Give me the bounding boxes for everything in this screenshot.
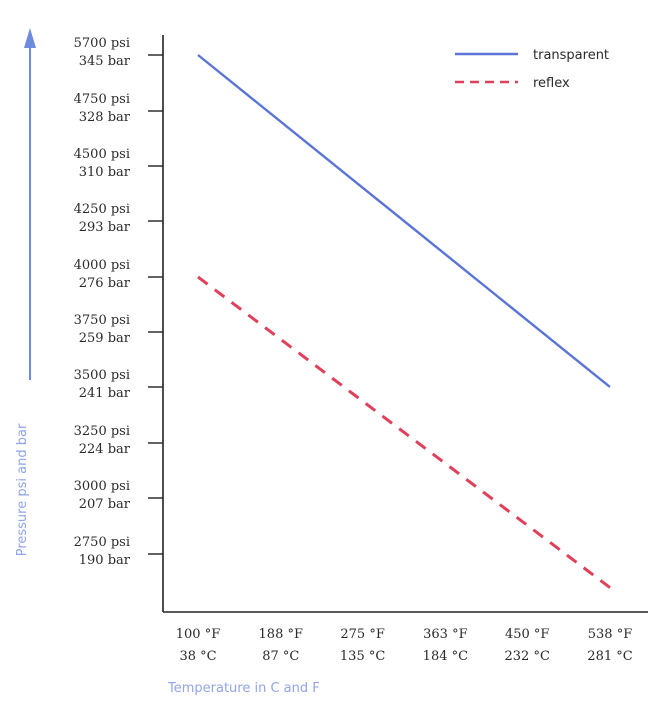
y-tick: 5700 psi 345 bar — [74, 36, 163, 69]
legend-item: reflex — [455, 76, 570, 91]
x-tick-label-f: 363 °F — [423, 627, 467, 642]
x-tick: 188 °F 87 °C — [259, 627, 303, 664]
y-tick-label-bar: 293 bar — [79, 220, 131, 235]
x-ticks: 100 °F 38 °C 188 °F 87 °C 275 °F 135 °C 363 °F… — [176, 627, 633, 664]
y-tick-label-psi: 3000 psi — [74, 479, 130, 494]
y-tick: 4500 psi 310 bar — [74, 147, 163, 180]
x-tick-label-f: 450 °F — [505, 627, 549, 642]
y-tick: 3500 psi 241 bar — [74, 368, 163, 401]
legend: transparent reflex — [455, 48, 609, 91]
y-tick: 4250 psi 293 bar — [74, 202, 163, 235]
x-tick-label-c: 232 °C — [505, 649, 550, 664]
x-tick: 100 °F 38 °C — [176, 627, 220, 664]
x-tick-label-c: 87 °C — [262, 649, 299, 664]
y-tick-label-bar: 310 bar — [79, 165, 131, 180]
y-tick-label-psi: 3750 psi — [74, 313, 130, 328]
x-tick-label-c: 38 °C — [179, 649, 216, 664]
x-tick-label-f: 538 °F — [588, 627, 632, 642]
series-line-reflex — [197, 275, 611, 589]
y-tick-label-bar: 328 bar — [79, 110, 131, 125]
x-tick: 450 °F 232 °C — [505, 627, 550, 664]
y-tick: 4750 psi 328 bar — [74, 92, 163, 125]
y-tick-label-bar: 276 bar — [79, 276, 131, 291]
y-tick-label-psi: 5700 psi — [74, 36, 130, 51]
y-tick-label-psi: 4750 psi — [74, 92, 130, 107]
x-tick-label-c: 281 °C — [587, 649, 632, 664]
y-tick-label-bar: 190 bar — [79, 553, 131, 568]
y-tick-label-bar: 241 bar — [79, 386, 131, 401]
x-tick-label-f: 275 °F — [340, 627, 384, 642]
x-tick-label-f: 100 °F — [176, 627, 220, 642]
y-tick: 4000 psi 276 bar — [74, 258, 163, 291]
x-tick-label-c: 184 °C — [423, 649, 468, 664]
x-tick: 538 °F 281 °C — [587, 627, 632, 664]
x-tick: 363 °F 184 °C — [423, 627, 468, 664]
legend-label: reflex — [533, 76, 570, 91]
y-tick-label-psi: 2750 psi — [74, 535, 130, 550]
y-tick-label-bar: 224 bar — [79, 442, 131, 457]
series-line-transparent — [197, 54, 611, 388]
y-tick: 3250 psi 224 bar — [74, 424, 163, 457]
x-tick-label-c: 135 °C — [340, 649, 385, 664]
y-tick-label-psi: 4250 psi — [74, 202, 130, 217]
y-axis-arrow-icon — [24, 28, 36, 48]
y-tick: 3000 psi 207 bar — [74, 479, 163, 512]
y-tick-label-psi: 4500 psi — [74, 147, 130, 162]
y-tick-label-bar: 207 bar — [79, 497, 131, 512]
x-tick: 275 °F 135 °C — [340, 627, 385, 664]
y-ticks: 5700 psi 345 bar 4750 psi 328 bar 4500 psi 31… — [74, 36, 163, 568]
y-tick: 2750 psi 190 bar — [74, 535, 163, 568]
y-tick-label-bar: 345 bar — [79, 54, 131, 69]
legend-item: transparent — [455, 48, 609, 63]
y-tick-label-bar: 259 bar — [79, 331, 131, 346]
y-tick-label-psi: 3500 psi — [74, 368, 130, 383]
y-tick-label-psi: 4000 psi — [74, 258, 130, 273]
series-layer — [197, 54, 611, 589]
x-axis-title: Temperature in C and F — [167, 681, 320, 696]
x-tick-label-f: 188 °F — [259, 627, 303, 642]
y-tick-label-psi: 3250 psi — [74, 424, 130, 439]
legend-label: transparent — [533, 48, 609, 63]
y-axis-title: Pressure psi and bar — [15, 423, 30, 556]
y-tick: 3750 psi 259 bar — [74, 313, 163, 346]
